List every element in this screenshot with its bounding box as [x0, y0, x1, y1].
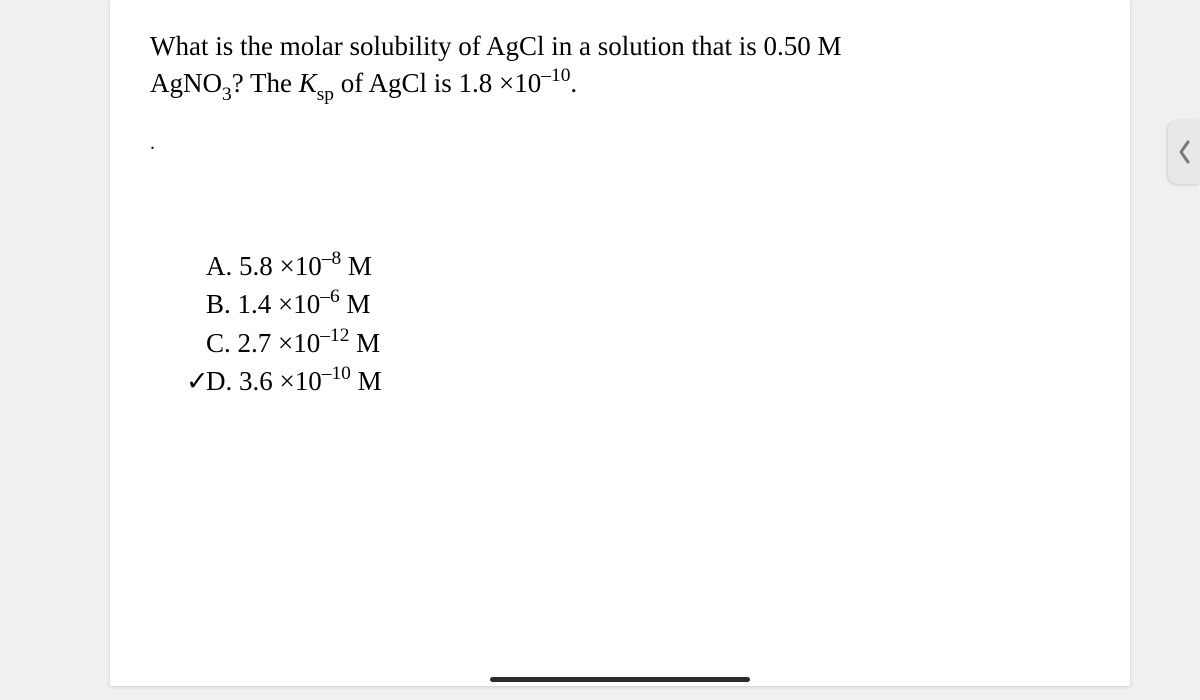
choice-c-exp: –12: [320, 325, 349, 346]
chevron-left-icon: [1177, 140, 1191, 164]
choice-b: B. 1.4 ×10–6 M: [206, 285, 1090, 323]
question-text: What is the molar solubility of AgCl in …: [150, 28, 1090, 107]
question-end: .: [570, 68, 577, 98]
choice-d-coeff: 3.6: [239, 366, 273, 396]
choice-a-exp: –8: [322, 248, 341, 269]
choice-d: ✓ D. 3.6 ×10–10 M: [206, 362, 1090, 400]
choice-d-unit: M: [358, 366, 382, 396]
compound-agno3-sub: 3: [222, 84, 232, 105]
choice-b-exp: –6: [320, 286, 339, 307]
bullet-dot: .: [150, 132, 155, 155]
choice-a-label: A.: [206, 251, 232, 281]
answer-choices: A. 5.8 ×10–8 M B. 1.4 ×10–6 M C. 2.7 ×10…: [206, 247, 1090, 400]
choice-a: A. 5.8 ×10–8 M: [206, 247, 1090, 285]
choice-a-unit: M: [348, 251, 372, 281]
question-exp: –10: [541, 65, 570, 86]
choice-a-coeff: 5.8: [239, 251, 273, 281]
choice-c-coeff: 2.7: [238, 328, 272, 358]
question-of: of AgCl is 1.8 ×10: [334, 68, 541, 98]
scroll-indicator[interactable]: [490, 677, 750, 682]
choice-b-unit: M: [346, 289, 370, 319]
choice-b-label: B.: [206, 289, 231, 319]
choice-b-coeff: 1.4: [238, 289, 272, 319]
choice-d-exp: –10: [322, 363, 351, 384]
choice-d-check: ✓: [186, 363, 206, 400]
ksp-sp: sp: [317, 84, 334, 105]
document-page: What is the molar solubility of AgCl in …: [110, 0, 1130, 686]
compound-agno3-base: AgNO: [150, 68, 222, 98]
choice-c-unit: M: [356, 328, 380, 358]
ksp-k: K: [299, 68, 317, 98]
side-drawer-tab[interactable]: [1168, 120, 1200, 184]
choice-c: C. 2.7 ×10–12 M: [206, 324, 1090, 362]
question-mid: ? The: [232, 68, 299, 98]
choice-c-label: C.: [206, 328, 231, 358]
question-line1: What is the molar solubility of AgCl in …: [150, 31, 841, 61]
choice-d-label: D.: [206, 366, 232, 396]
